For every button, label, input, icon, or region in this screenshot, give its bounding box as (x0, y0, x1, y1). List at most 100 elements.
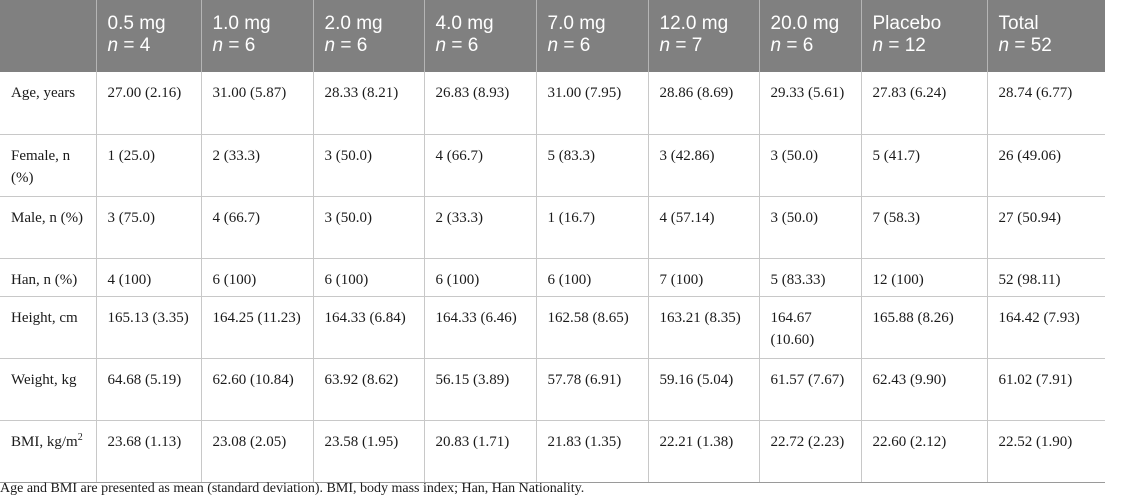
header-label: 7.0 mg (547, 13, 606, 34)
table-cell: 5 (83.33) (759, 258, 862, 297)
row-label: Weight, kg (0, 358, 97, 421)
table-cell: 164.67 (10.60) (759, 296, 862, 359)
table-cell: 164.33 (6.46) (424, 296, 537, 359)
table-row-female: Female, n (%) 1 (25.0) 2 (33.3) 3 (50.0) 4 (… (0, 134, 1145, 197)
table-cell: 23.58 (1.95) (313, 420, 425, 483)
table-cell: 2 (33.3) (201, 134, 314, 197)
row-label: Height, cm (0, 296, 97, 359)
n-symbol: n (324, 35, 336, 56)
table-cell: 28.74 (6.77) (987, 72, 1105, 135)
table-cell: 4 (66.7) (424, 134, 537, 197)
table-cell: 20.83 (1.71) (424, 420, 537, 483)
table-cell: 22.21 (1.38) (648, 420, 760, 483)
table-cell: 7 (100) (648, 258, 760, 297)
row-label: Female, n (%) (0, 134, 97, 197)
table-cell: 61.57 (7.67) (759, 358, 862, 421)
table-row-bmi: BMI, kg/m2 23.68 (1.13) 23.08 (2.05) 23.58 … (0, 420, 1145, 483)
table-row-age: Age, years 27.00 (2.16) 31.00 (5.87) 28.33 … (0, 72, 1145, 135)
n-symbol: n (547, 35, 559, 56)
table-cell: 27.00 (2.16) (96, 72, 202, 135)
row-label-superscript: 2 (77, 431, 83, 443)
table-cell: 164.33 (6.84) (313, 296, 425, 359)
header-label: 1.0 mg (212, 13, 271, 34)
row-label: Han, n (%) (0, 258, 97, 297)
table-cell: 59.16 (5.04) (648, 358, 760, 421)
table-row-han: Han, n (%) 4 (100) 6 (100) 6 (100) 6 (100) 6 … (0, 258, 1145, 297)
n-value: = 6 (446, 35, 479, 56)
table-cell: 3 (75.0) (96, 196, 202, 259)
n-value: = 52 (1009, 35, 1052, 56)
table-cell: 28.86 (8.69) (648, 72, 760, 135)
table-cell: 2 (33.3) (424, 196, 537, 259)
table-cell: 6 (100) (313, 258, 425, 297)
table-cell: 1 (16.7) (536, 196, 649, 259)
table-cell: 31.00 (7.95) (536, 72, 649, 135)
header-col-total: Total n = 52 (987, 0, 1105, 72)
table-cell: 165.88 (8.26) (861, 296, 988, 359)
header-label: 12.0 mg (659, 13, 729, 34)
table-cell: 4 (100) (96, 258, 202, 297)
table-footnote: Age and BMI are presented as mean (stand… (0, 481, 585, 496)
n-value: = 6 (223, 35, 256, 56)
header-row: 0.5 mg n = 4 1.0 mg n = 6 2.0 mg n = 6 4.0 … (0, 0, 1145, 72)
header-label: 2.0 mg (324, 13, 383, 34)
table-cell: 57.78 (6.91) (536, 358, 649, 421)
table-cell: 22.60 (2.12) (861, 420, 988, 483)
n-symbol: n (212, 35, 224, 56)
table-cell: 22.52 (1.90) (987, 420, 1105, 483)
table-cell: 27 (50.94) (987, 196, 1105, 259)
table-cell: 5 (41.7) (861, 134, 988, 197)
table-cell: 163.21 (8.35) (648, 296, 760, 359)
n-value: = 6 (781, 35, 814, 56)
header-col-4-0mg: 4.0 mg n = 6 (424, 0, 537, 72)
header-label: 0.5 mg (107, 13, 166, 34)
table-cell: 62.60 (10.84) (201, 358, 314, 421)
table-cell: 1 (25.0) (96, 134, 202, 197)
row-label: BMI, kg/m2 (0, 420, 97, 483)
header-label: 20.0 mg (770, 13, 840, 34)
table-cell: 26.83 (8.93) (424, 72, 537, 135)
table-cell: 62.43 (9.90) (861, 358, 988, 421)
n-value: = 7 (670, 35, 703, 56)
n-value: = 12 (883, 35, 926, 56)
n-symbol: n (998, 35, 1010, 56)
table-cell: 29.33 (5.61) (759, 72, 862, 135)
header-label: Placebo (872, 13, 942, 34)
header-col-2-0mg: 2.0 mg n = 6 (313, 0, 425, 72)
row-label: Age, years (0, 72, 97, 135)
table-cell: 3 (42.86) (648, 134, 760, 197)
header-col-0-5mg: 0.5 mg n = 4 (96, 0, 202, 72)
header-col-20-0mg: 20.0 mg n = 6 (759, 0, 862, 72)
table-cell: 165.13 (3.35) (96, 296, 202, 359)
table-cell: 7 (58.3) (861, 196, 988, 259)
table-cell: 64.68 (5.19) (96, 358, 202, 421)
table-cell: 164.25 (11.23) (201, 296, 314, 359)
row-label: Male, n (%) (0, 196, 97, 259)
table-cell: 162.58 (8.65) (536, 296, 649, 359)
table-cell: 52 (98.11) (987, 258, 1105, 297)
table-cell: 28.33 (8.21) (313, 72, 425, 135)
table-cell: 3 (50.0) (759, 196, 862, 259)
header-blank (0, 0, 97, 72)
n-symbol: n (107, 35, 119, 56)
table-row-male: Male, n (%) 3 (75.0) 4 (66.7) 3 (50.0) 2 (33… (0, 196, 1145, 259)
table-cell: 23.08 (2.05) (201, 420, 314, 483)
table-cell: 26 (49.06) (987, 134, 1105, 197)
table-cell: 4 (57.14) (648, 196, 760, 259)
n-symbol: n (659, 35, 671, 56)
table-cell: 27.83 (6.24) (861, 72, 988, 135)
table-cell: 6 (100) (424, 258, 537, 297)
table-cell: 56.15 (3.89) (424, 358, 537, 421)
row-label-main: BMI, kg/m (11, 433, 78, 450)
table-cell: 164.42 (7.93) (987, 296, 1105, 359)
table-cell: 5 (83.3) (536, 134, 649, 197)
table-cell: 21.83 (1.35) (536, 420, 649, 483)
table-cell: 23.68 (1.13) (96, 420, 202, 483)
table-cell: 31.00 (5.87) (201, 72, 314, 135)
header-col-1-0mg: 1.0 mg n = 6 (201, 0, 314, 72)
table-cell: 6 (100) (536, 258, 649, 297)
header-col-12-0mg: 12.0 mg n = 7 (648, 0, 760, 72)
table-cell: 12 (100) (861, 258, 988, 297)
header-col-7-0mg: 7.0 mg n = 6 (536, 0, 649, 72)
n-symbol: n (770, 35, 782, 56)
